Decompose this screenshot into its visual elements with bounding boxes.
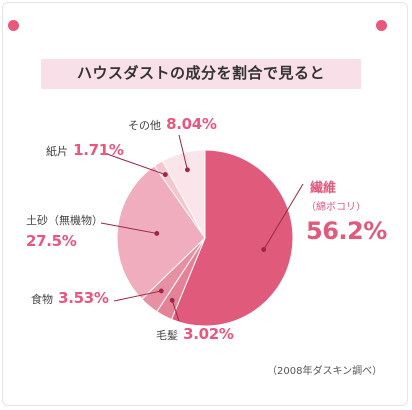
leader-line-hair — [171, 300, 180, 322]
pie-chart — [100, 134, 304, 327]
decor-dot-left — [8, 20, 19, 31]
pie-slice-soil — [116, 165, 206, 300]
label-fiber-value: 56.2% — [306, 217, 387, 245]
leader-dot-soil — [154, 231, 160, 236]
leader-dot-hair — [169, 297, 175, 303]
chart-card: ハウスダストの成分を割合で見ると その他 8.04% 紙片 1.71% 土砂（無… — [2, 2, 408, 406]
label-soil-name: 土砂（無機物） — [26, 214, 103, 227]
leader-dot-paper — [162, 172, 168, 177]
label-fiber-sub: （綿ボコリ） — [306, 202, 366, 213]
leader-dot-food — [158, 288, 164, 294]
label-fiber-name: 繊維 — [310, 181, 337, 196]
leader-line-fiber — [263, 183, 304, 250]
label-other: その他 8.04% — [128, 114, 217, 133]
decor-dot-right — [376, 20, 387, 31]
chart-title: ハウスダストの成分を割合で見ると — [76, 64, 325, 82]
label-hair: 毛髪 3.02% — [156, 324, 234, 343]
label-other-value: 8.04% — [166, 115, 217, 133]
title-highlight — [41, 59, 361, 89]
leader-line-paper — [106, 153, 166, 176]
label-paper-value: 1.71% — [73, 141, 124, 159]
leader-dot-other — [185, 167, 190, 173]
label-food-name: 食物 — [31, 293, 53, 306]
label-paper: 紙片 1.71% — [46, 140, 124, 159]
label-paper-name: 紙片 — [46, 145, 68, 158]
label-hair-name: 毛髪 — [156, 329, 178, 342]
leader-line-food — [113, 290, 162, 302]
label-soil-value: 27.5% — [26, 232, 77, 250]
leader-line-soil — [100, 222, 157, 234]
leader-dot-fiber — [261, 247, 267, 252]
label-soil: 土砂（無機物） 27.5% — [26, 212, 103, 250]
label-other-name: その他 — [128, 119, 161, 132]
label-food: 食物 3.53% — [31, 288, 109, 307]
leader-line-other — [178, 134, 188, 170]
label-food-value: 3.53% — [58, 289, 109, 307]
source-note: （2008年ダスキン調べ） — [267, 366, 383, 377]
label-hair-value: 3.02% — [183, 325, 234, 343]
pie-slice-fiber — [170, 149, 294, 327]
